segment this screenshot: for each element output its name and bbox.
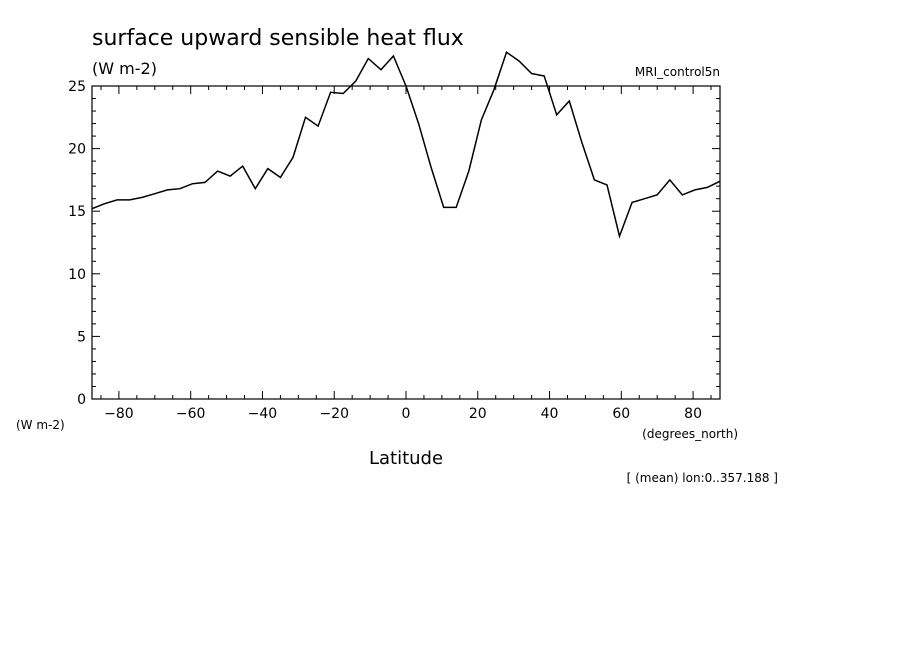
y-tick-label: 15: [68, 204, 86, 220]
x-tick-label: −60: [176, 406, 206, 422]
footnote: [ (mean) lon:0..357.188 ]: [627, 471, 778, 485]
x-tick-label: 60: [612, 406, 630, 422]
chart-title: surface upward sensible heat flux: [92, 26, 464, 51]
chart-units: (W m-2): [92, 59, 157, 78]
x-axis-units: (degrees_north): [642, 427, 738, 441]
x-axis: −80 −60 −40 −20 0 20 40 60 80: [100, 86, 712, 422]
plot-frame: [91, 85, 721, 400]
x-tick-label: 80: [684, 406, 702, 422]
y-tick-label: 20: [68, 142, 86, 158]
y-axis: 0 5 10 15 20 25: [68, 79, 720, 408]
plot-area: [91, 85, 721, 400]
x-tick-label: 0: [402, 406, 411, 422]
series-line: [91, 51, 721, 239]
x-axis-label: Latitude: [369, 448, 443, 469]
x-tick-label: 40: [541, 406, 559, 422]
y-tick-label: 5: [77, 329, 86, 345]
y-tick-label: 0: [77, 392, 86, 408]
x-tick-label: −80: [104, 406, 134, 422]
y-tick-label: 10: [68, 267, 86, 283]
model-label: MRI_control5n: [635, 65, 720, 79]
y-axis-label: (W m-2): [16, 418, 65, 432]
x-tick-label: 20: [469, 406, 487, 422]
x-tick-label: −40: [248, 406, 278, 422]
y-tick-label: 25: [68, 79, 86, 95]
x-tick-label: −20: [319, 406, 349, 422]
